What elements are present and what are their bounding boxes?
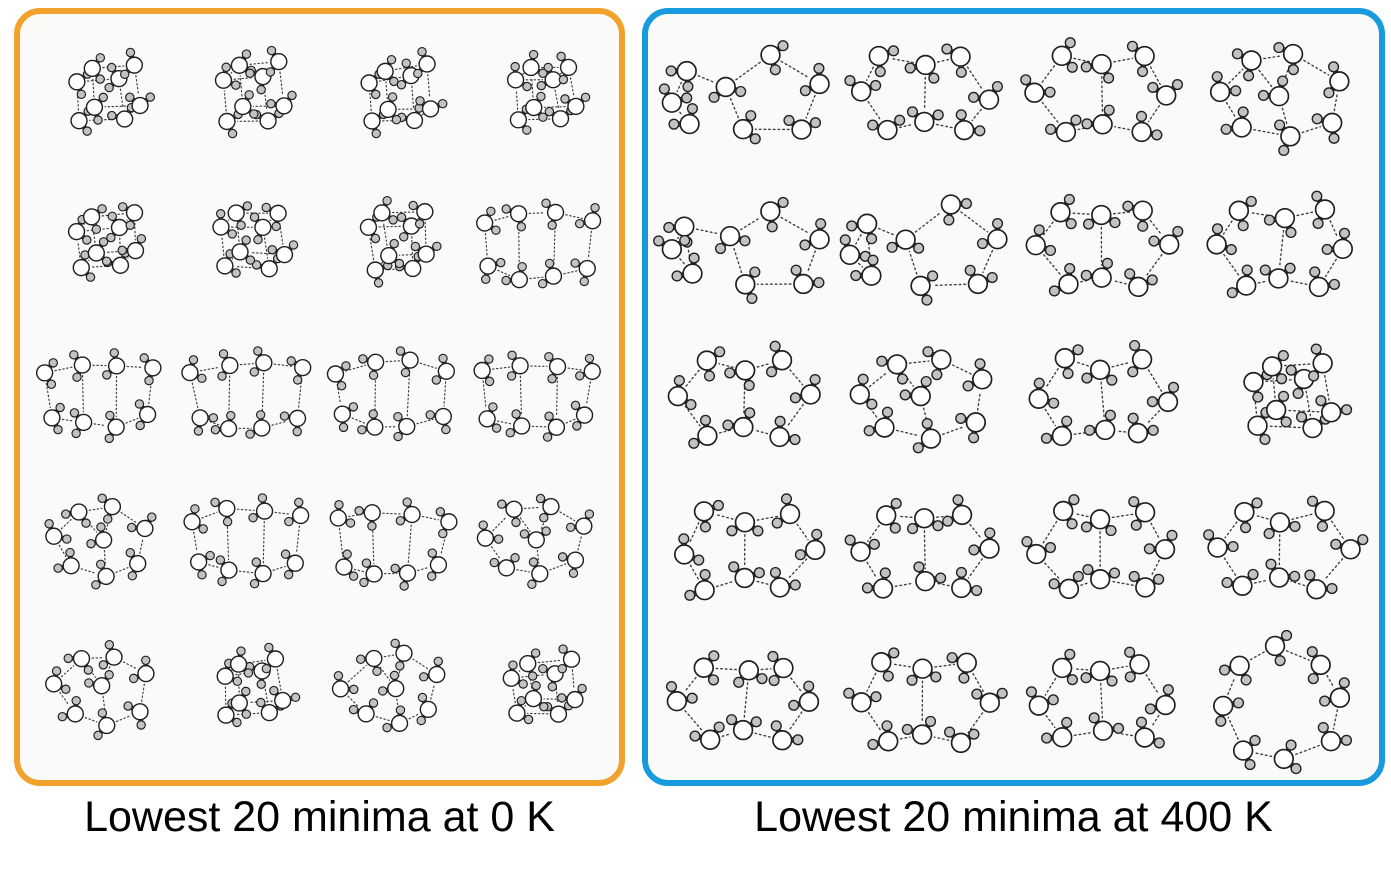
- water-cluster-structure: [835, 633, 1014, 785]
- water-cluster-structure: [656, 481, 835, 633]
- water-cluster-structure: [656, 633, 835, 785]
- water-cluster-drawing: [1212, 629, 1352, 775]
- water-cluster-structure: [835, 481, 1014, 633]
- water-cluster-structure: [1192, 629, 1371, 785]
- panels-row: [14, 8, 1385, 786]
- water-cluster-drawing: [1243, 343, 1353, 446]
- water-cluster-drawing: [843, 647, 1009, 753]
- water-cluster-structure: [320, 620, 466, 768]
- water-cluster-drawing: [1020, 37, 1184, 143]
- panel-lowest-minima-400k: [642, 8, 1385, 786]
- water-cluster-structure: [465, 26, 611, 174]
- water-cluster-structure: [320, 26, 466, 174]
- water-cluster-drawing: [1209, 42, 1350, 157]
- caption-0k: Lowest 20 minima at 0 K: [84, 793, 555, 841]
- water-cluster-drawing: [1026, 646, 1176, 749]
- water-cluster-structure: [28, 323, 174, 471]
- water-cluster-structure: [28, 174, 174, 322]
- water-cluster-drawing: [329, 497, 458, 591]
- water-cluster-structure: [652, 178, 835, 330]
- water-cluster-drawing: [503, 643, 588, 724]
- water-cluster-drawing: [652, 196, 830, 304]
- water-cluster-drawing: [476, 198, 602, 289]
- water-cluster-drawing: [1203, 495, 1369, 600]
- water-cluster-structure: [320, 471, 466, 619]
- water-cluster-drawing: [473, 350, 602, 442]
- water-cluster-structure: [465, 620, 611, 768]
- water-cluster-drawing: [212, 201, 299, 279]
- water-cluster-drawing: [507, 49, 591, 135]
- water-cluster-drawing: [477, 493, 595, 590]
- water-cluster-structure: [835, 178, 1014, 330]
- water-cluster-drawing: [1028, 340, 1180, 447]
- caption-400k: Lowest 20 minima at 400 K: [754, 793, 1273, 841]
- water-cluster-drawing: [183, 493, 310, 589]
- water-cluster-drawing: [658, 40, 830, 145]
- water-cluster-drawing: [844, 43, 1004, 141]
- water-cluster-drawing: [1025, 193, 1184, 297]
- water-cluster-structure: [835, 26, 1014, 178]
- water-cluster-structure: [28, 620, 174, 768]
- water-cluster-structure: [835, 329, 1014, 481]
- water-cluster-drawing: [665, 650, 819, 751]
- water-cluster-drawing: [326, 346, 455, 442]
- water-cluster-drawing: [181, 346, 312, 439]
- water-cluster-drawing: [68, 47, 156, 136]
- water-cluster-structure: [174, 471, 320, 619]
- water-cluster-structure: [1192, 178, 1371, 330]
- panel-lowest-minima-0k: [14, 8, 625, 786]
- water-cluster-structure: [28, 26, 174, 174]
- water-cluster-structure: [174, 323, 320, 471]
- water-cluster-structure: [320, 174, 466, 322]
- water-cluster-structure: [1192, 481, 1371, 633]
- water-cluster-drawing: [1206, 190, 1353, 299]
- water-cluster-structure: [1014, 329, 1193, 481]
- water-cluster-drawing: [214, 45, 297, 139]
- water-cluster-drawing: [45, 639, 155, 740]
- water-cluster-drawing: [840, 194, 1009, 306]
- water-cluster-drawing: [216, 642, 301, 727]
- water-cluster-structure: [1014, 633, 1193, 785]
- water-cluster-drawing: [359, 196, 442, 288]
- water-cluster-drawing: [36, 347, 162, 443]
- water-cluster-structure: [174, 26, 320, 174]
- water-cluster-drawing: [845, 494, 1001, 599]
- water-cluster-structure: [1014, 481, 1193, 633]
- cluster-grid-0k: [20, 14, 619, 780]
- water-cluster-structure: [1192, 329, 1371, 481]
- water-cluster-structure: [656, 329, 835, 481]
- water-cluster-structure: [465, 174, 611, 322]
- water-cluster-structure: [465, 471, 611, 619]
- water-cluster-drawing: [667, 341, 821, 450]
- water-cluster-structure: [465, 323, 611, 471]
- water-cluster-structure: [1014, 26, 1193, 178]
- captions-row: Lowest 20 minima at 0 K Lowest 20 minima…: [0, 786, 1391, 844]
- water-cluster-drawing: [44, 493, 157, 590]
- water-cluster-structure: [28, 471, 174, 619]
- water-cluster-drawing: [850, 346, 993, 454]
- water-cluster-drawing: [673, 493, 826, 602]
- water-cluster-structure: [656, 26, 835, 178]
- water-cluster-drawing: [1021, 494, 1178, 600]
- water-cluster-structure: [320, 323, 466, 471]
- water-cluster-structure: [174, 174, 320, 322]
- water-cluster-drawing: [331, 638, 446, 732]
- water-cluster-structure: [1192, 26, 1371, 178]
- water-cluster-drawing: [68, 202, 147, 283]
- water-cluster-structure: [1014, 178, 1193, 330]
- water-cluster-drawing: [360, 46, 448, 139]
- cluster-grid-400k: [648, 14, 1379, 780]
- water-cluster-structure: [174, 620, 320, 768]
